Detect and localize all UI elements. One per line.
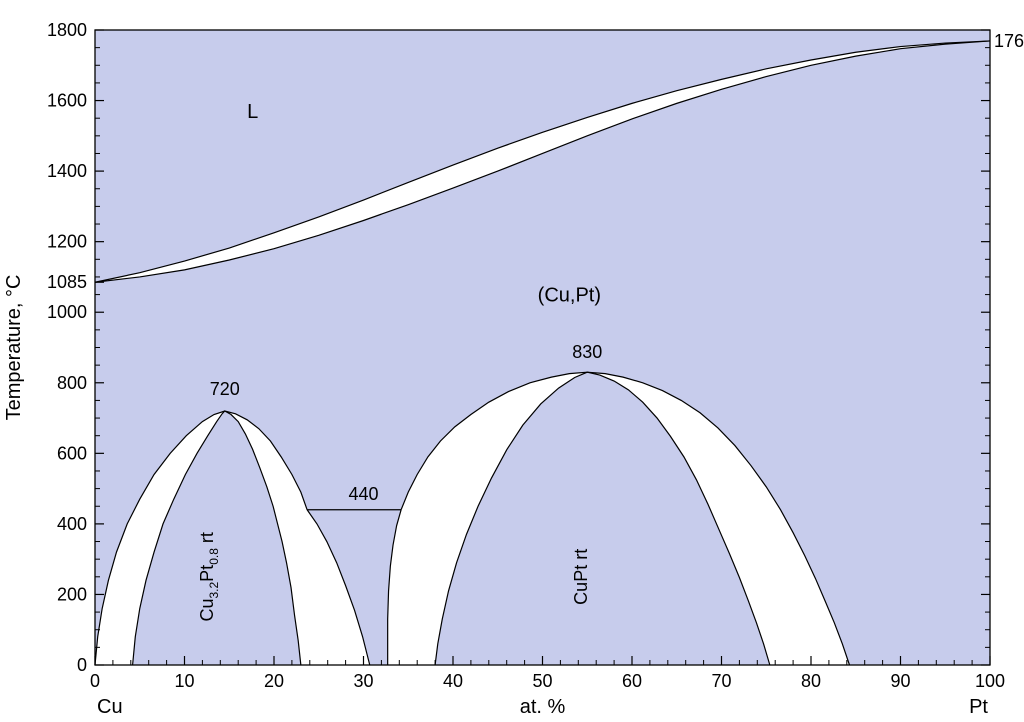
y-tick-label: 1400 [47, 161, 87, 181]
y-tick-label: 200 [57, 584, 87, 604]
y-tick-extra-label: 1085 [47, 272, 87, 292]
x-axis-left-element: Cu [97, 696, 123, 718]
eutectoid-temp-label: 440 [348, 484, 378, 504]
y-tick-label: 1000 [47, 302, 87, 322]
x-tick-label: 40 [443, 671, 463, 691]
y-tick-label: 1200 [47, 232, 87, 252]
y-tick-label: 1600 [47, 91, 87, 111]
y-tick-label: 1800 [47, 20, 87, 40]
x-axis-right-element: Pt [969, 696, 988, 718]
solid-solution-label: (Cu,Pt) [538, 285, 601, 307]
x-tick-label: 30 [353, 671, 373, 691]
x-tick-label: 100 [975, 671, 1005, 691]
y-tick-label: 0 [77, 655, 87, 675]
dome2-peak-temp-label: 830 [572, 342, 602, 362]
x-tick-label: 60 [622, 671, 642, 691]
dome1-peak-temp-label: 720 [210, 379, 240, 399]
x-tick-label: 50 [532, 671, 552, 691]
y-axis-title: Temperature, °C [3, 275, 25, 421]
y-tick-label: 800 [57, 373, 87, 393]
y-tick-label: 600 [57, 443, 87, 463]
cupt-phase-label: CuPt rt [571, 549, 591, 605]
x-tick-label: 80 [801, 671, 821, 691]
x-tick-label: 20 [264, 671, 284, 691]
phase-diagram-chart: 0102030405060708090100020040060080010001… [0, 0, 1024, 722]
plot-area [95, 30, 990, 665]
x-tick-label: 90 [890, 671, 910, 691]
pt-melting-point-label: 1769 [994, 31, 1024, 51]
x-axis-title: at. % [520, 696, 566, 718]
liquid-region-label: L [247, 101, 258, 123]
x-tick-label: 70 [711, 671, 731, 691]
x-tick-label: 10 [174, 671, 194, 691]
x-tick-label: 0 [90, 671, 100, 691]
y-tick-label: 400 [57, 514, 87, 534]
